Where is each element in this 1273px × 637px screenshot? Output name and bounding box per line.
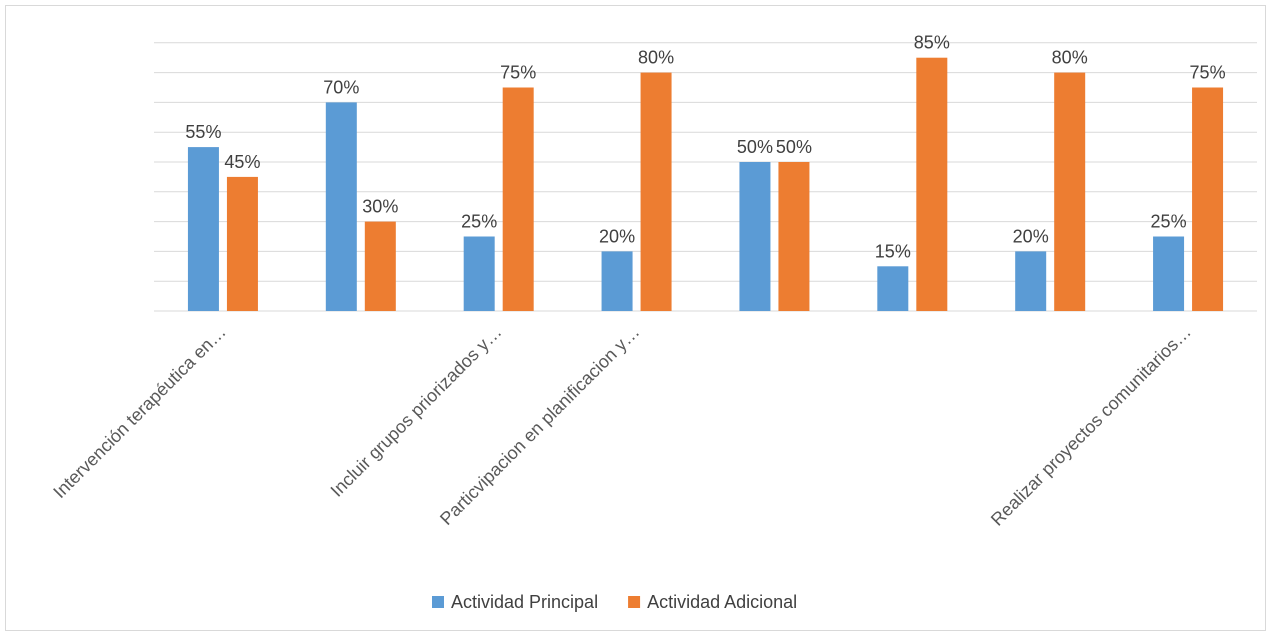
bar — [1192, 87, 1224, 311]
data-label: 25% — [1151, 212, 1187, 232]
data-label: 75% — [500, 63, 536, 83]
legend-label: Actividad Adicional — [647, 592, 797, 612]
data-label: 70% — [323, 77, 359, 97]
bar — [226, 176, 258, 311]
chart-frame: 55% 45% 70% 30% 25% 75% 20% 80% 50% 50% 15% 85% 20% 8… — [5, 5, 1266, 631]
data-label: 55% — [185, 122, 221, 142]
legend-label: Actividad Principal — [451, 592, 598, 612]
bar — [463, 236, 495, 311]
bar — [601, 251, 633, 311]
bar — [877, 266, 909, 311]
bar — [640, 72, 672, 311]
legend: Actividad Principal Actividad Adicional — [432, 592, 797, 612]
legend-swatch — [628, 596, 641, 608]
gridlines — [154, 42, 1257, 312]
category-label: Realizar proyectos comunitarios… — [987, 322, 1195, 530]
data-label: 15% — [875, 241, 911, 261]
bar — [739, 162, 771, 311]
data-labels: 55%45% 70% 30% 25% 75% 20% 80% 50% 50% 15% 85% 20% 8… — [185, 33, 1225, 262]
data-label: 30% — [362, 197, 398, 217]
bar — [778, 162, 810, 311]
data-label: 20% — [1013, 226, 1049, 246]
data-label: 80% — [638, 48, 674, 68]
data-label: 50% — [737, 137, 773, 157]
data-label: 50% — [776, 137, 812, 157]
data-label: 85% — [914, 33, 950, 53]
bar — [502, 87, 534, 311]
bar-chart: 55%45% 70% 30% 25% 75% 20% 80% 50% 50% 15% 85% 20% 8… — [49, 33, 1257, 612]
bar — [364, 221, 396, 311]
bar — [916, 57, 948, 312]
data-label: 75% — [1190, 63, 1226, 83]
bar — [1153, 236, 1185, 311]
bar — [325, 102, 357, 312]
bars — [187, 57, 1224, 312]
data-label: 80% — [1052, 48, 1088, 68]
category-label: Intervención terapéutica en… — [49, 322, 229, 502]
bar — [187, 147, 219, 311]
data-label: 45% — [224, 152, 260, 172]
bar — [1054, 72, 1086, 311]
data-label: 25% — [461, 212, 497, 232]
data-label: 20% — [599, 226, 635, 246]
legend-swatch — [432, 596, 444, 608]
bar — [1015, 251, 1047, 311]
category-labels: Intervención terapéutica en… Incluir grup… — [49, 322, 1195, 530]
